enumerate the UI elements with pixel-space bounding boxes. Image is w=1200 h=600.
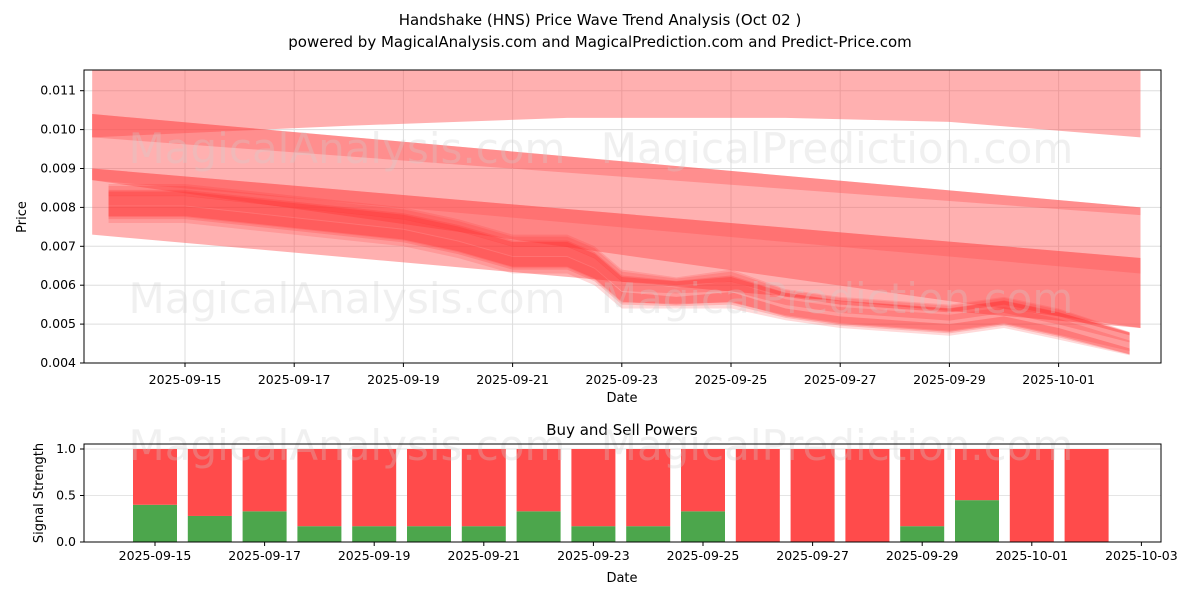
y-tick-label: 0.0 — [56, 534, 76, 549]
sell-bar — [571, 449, 616, 527]
y-tick-label: 0.5 — [56, 488, 76, 503]
sell-bar — [461, 449, 506, 527]
buy-bar — [900, 526, 945, 542]
buy-bar — [681, 511, 725, 542]
x-axis-label: Date — [606, 391, 637, 406]
x-tick-label: 2025-09-23 — [557, 548, 630, 563]
sell-bar — [1064, 449, 1109, 542]
sell-bar — [407, 449, 451, 527]
x-tick-label: 2025-09-25 — [667, 548, 740, 563]
buy-bar — [407, 526, 451, 542]
sell-bar — [1009, 449, 1054, 542]
lower-wave-line — [92, 168, 1141, 274]
x-tick-label: 2025-09-23 — [585, 372, 658, 387]
y-tick-label: 0.009 — [40, 161, 76, 176]
buy-bar — [352, 526, 397, 542]
sell-bar — [900, 449, 945, 527]
y-tick-label: 0.007 — [40, 238, 76, 253]
buy-bar — [516, 511, 561, 542]
x-tick-label: 2025-09-17 — [228, 548, 301, 563]
x-tick-label: 2025-09-27 — [804, 372, 877, 387]
bar-plot-frame — [83, 443, 1162, 543]
middle-wave-band — [92, 114, 1141, 328]
upper-wave-band — [92, 70, 1141, 138]
watermark: MagicalPrediction.com — [601, 274, 1074, 323]
x-axis-label: Date — [606, 571, 637, 586]
x-tick-label: 2025-09-19 — [367, 372, 440, 387]
buy-bar — [571, 526, 616, 542]
x-tick-label: 2025-09-29 — [913, 372, 986, 387]
plot-area — [92, 70, 1141, 356]
buy-bar — [242, 511, 287, 542]
sell-bar — [242, 449, 287, 512]
buy-bar — [187, 515, 232, 542]
watermark: MagicalAnalysis.com — [129, 124, 566, 173]
wave-layer — [108, 186, 1130, 351]
sell-bar — [845, 449, 890, 542]
sell-bar — [681, 449, 725, 512]
watermark: MagicalAnalysis.com — [129, 421, 566, 470]
middle-wave-line — [92, 114, 1141, 216]
sell-bar — [187, 449, 232, 516]
lower-wave-band — [92, 168, 1141, 328]
sell-bar — [133, 449, 177, 505]
sell-bar — [352, 449, 397, 527]
y-axis-label: Price — [15, 201, 30, 233]
chart-title: Handshake (HNS) Price Wave Trend Analysi… — [399, 11, 802, 29]
x-tick-label: 2025-10-01 — [995, 548, 1068, 563]
y-tick-label: 1.0 — [56, 441, 76, 456]
x-tick-label: 2025-09-15 — [119, 548, 192, 563]
x-tick-label: 2025-09-21 — [476, 372, 549, 387]
buy-bar — [297, 526, 342, 542]
y-tick-label: 0.008 — [40, 199, 76, 214]
sell-bar — [297, 449, 342, 527]
y-tick-label: 0.004 — [40, 355, 76, 370]
y-tick-label: 0.005 — [40, 316, 76, 331]
sell-bar — [735, 449, 780, 542]
sell-bar — [955, 449, 999, 501]
sell-bar — [626, 449, 671, 527]
watermark: MagicalAnalysis.com — [129, 274, 566, 323]
buy-bar — [626, 526, 671, 542]
wave-layer — [108, 189, 1130, 343]
x-tick-label: 2025-09-15 — [149, 372, 222, 387]
x-tick-label: 2025-09-19 — [338, 548, 411, 563]
x-tick-label: 2025-09-21 — [447, 548, 520, 563]
bar-chart-title: Buy and Sell Powers — [546, 421, 698, 439]
chart-subtitle: powered by MagicalAnalysis.com and Magic… — [288, 33, 912, 51]
wave-layer — [108, 184, 1130, 356]
y-tick-label: 0.010 — [40, 122, 76, 137]
sell-bar — [790, 449, 835, 542]
y-tick-label: 0.006 — [40, 277, 76, 292]
watermark: MagicalPrediction.com — [601, 124, 1074, 173]
buy-bar — [955, 500, 999, 542]
x-tick-label: 2025-09-17 — [258, 372, 331, 387]
plot-frame — [83, 69, 1162, 364]
x-tick-label: 2025-09-25 — [695, 372, 768, 387]
buy-bar — [461, 526, 506, 542]
sell-bar — [516, 449, 561, 512]
x-tick-label: 2025-10-03 — [1105, 548, 1178, 563]
x-tick-label: 2025-09-29 — [886, 548, 959, 563]
y-axis-label: Signal Strength — [32, 443, 47, 543]
x-tick-label: 2025-09-27 — [776, 548, 849, 563]
buy-bar — [133, 504, 177, 542]
watermark: MagicalPrediction.com — [601, 421, 1074, 470]
x-tick-label: 2025-10-01 — [1022, 372, 1095, 387]
wave-layer — [108, 195, 1130, 355]
y-tick-label: 0.011 — [40, 83, 76, 98]
